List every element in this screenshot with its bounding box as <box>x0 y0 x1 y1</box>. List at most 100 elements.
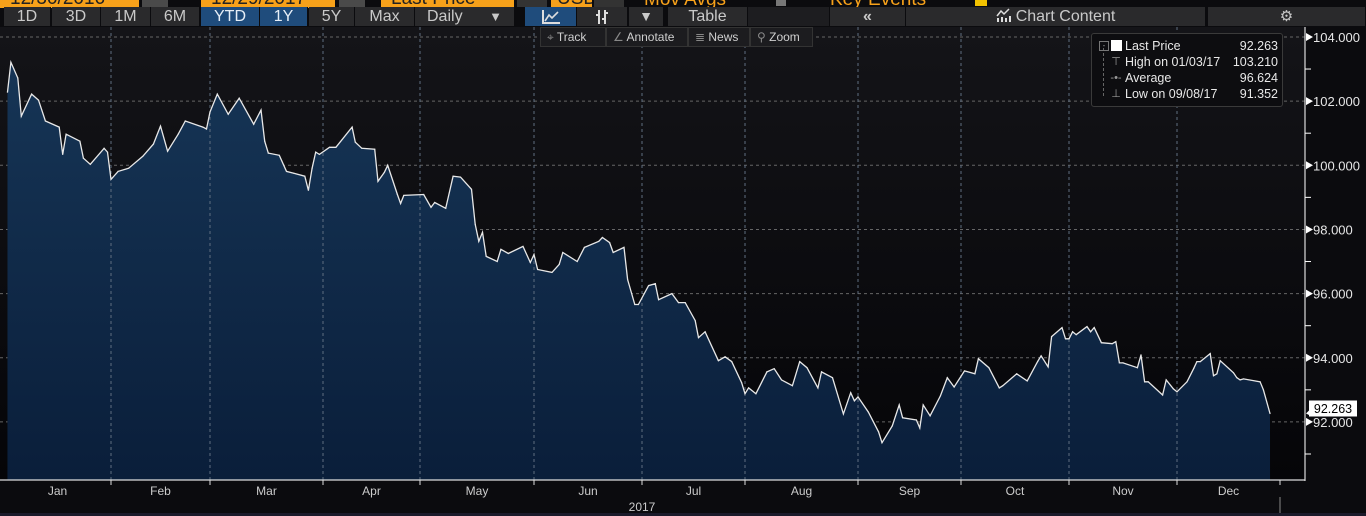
end-date-calendar-button[interactable] <box>339 0 365 7</box>
data-point <box>1199 361 1201 363</box>
data-point <box>20 115 22 117</box>
field-selector[interactable]: Last Price <box>381 0 514 8</box>
chart-type-dropdown-button[interactable]: ▼ <box>629 7 664 26</box>
data-point <box>500 248 502 250</box>
series-color-swatch <box>1111 40 1122 51</box>
data-point <box>1016 373 1018 375</box>
data-point <box>731 361 733 363</box>
data-point <box>335 146 337 148</box>
key-events-checkbox[interactable] <box>776 0 786 6</box>
data-point <box>634 303 636 306</box>
collapse-icon[interactable]: - <box>1099 41 1109 51</box>
data-point <box>10 61 12 63</box>
data-point <box>780 379 783 381</box>
range-6m-button[interactable]: 6M <box>151 7 200 26</box>
line-chart-button[interactable] <box>525 7 577 26</box>
data-point <box>1002 385 1004 387</box>
data-point <box>878 431 880 433</box>
track-tool[interactable]: ⌖ Track <box>540 27 606 47</box>
x-tick-label: Aug <box>791 484 812 498</box>
y-tick <box>1306 225 1313 234</box>
settings-button[interactable]: ⚙ <box>1208 7 1366 26</box>
data-point <box>37 99 40 101</box>
data-point <box>1216 373 1218 375</box>
track-label: Track <box>556 30 587 44</box>
price-chart[interactable]: 104.000 102.000 100.000 98.000 96.000 94.000 9… <box>0 27 1366 516</box>
data-point <box>831 377 834 379</box>
news-tool[interactable]: ≣ News <box>688 27 750 47</box>
data-point <box>1050 335 1053 338</box>
start-date-calendar-button[interactable] <box>142 0 168 7</box>
legend-tree-line <box>1103 48 1105 96</box>
x-tick-label: Oct <box>1006 484 1025 498</box>
data-point <box>717 360 720 362</box>
field-dropdown-button[interactable] <box>517 0 547 7</box>
y-tick-label: 104.000 <box>1313 30 1360 45</box>
legend-last-price[interactable]: - Last Price 92.263 <box>1092 38 1282 54</box>
data-point <box>396 193 398 196</box>
data-point <box>576 260 578 263</box>
data-point <box>817 387 819 389</box>
data-point <box>311 167 313 169</box>
range-1m-button[interactable]: 1M <box>101 7 151 26</box>
range-3d-button[interactable]: 3D <box>52 7 101 26</box>
legend-label: Low on 09/08/17 <box>1125 87 1218 101</box>
range-ytd-button[interactable]: YTD <box>201 7 260 26</box>
legend-value: 103.210 <box>1232 55 1278 69</box>
currency-selector[interactable]: USD <box>551 0 592 8</box>
data-point <box>1140 354 1142 356</box>
chart-content-button[interactable]: Chart Content <box>906 7 1206 26</box>
data-point <box>791 385 793 387</box>
data-point <box>1236 377 1238 379</box>
news-label: News <box>708 30 739 44</box>
zoom-tool[interactable]: ⚲ Zoom <box>750 27 813 47</box>
annotate-tool[interactable]: ∠ Annotate <box>606 27 688 47</box>
data-point <box>1100 342 1102 344</box>
data-point <box>82 157 84 159</box>
start-date-field[interactable]: 12/30/2016 <box>0 0 139 8</box>
bar-chart-button[interactable] <box>577 7 628 26</box>
data-point <box>159 125 162 127</box>
end-date-field[interactable]: 12/29/2017 <box>201 0 335 8</box>
data-point <box>434 201 436 204</box>
table-button[interactable]: Table <box>668 7 748 26</box>
data-point <box>609 241 611 244</box>
data-point <box>452 175 454 177</box>
line-chart-icon <box>541 10 560 24</box>
data-point <box>963 370 966 372</box>
data-point <box>1075 334 1077 336</box>
data-point <box>648 284 650 287</box>
data-point <box>766 371 768 373</box>
x-tick-label: Feb <box>150 484 171 498</box>
data-point <box>328 146 331 148</box>
y-tick <box>1306 289 1313 298</box>
data-point <box>142 155 144 157</box>
data-point <box>612 251 614 254</box>
range-1d-button[interactable]: 1D <box>4 7 51 26</box>
data-point <box>627 278 629 281</box>
frequency-dropdown[interactable]: Daily ▼ <box>415 7 515 26</box>
data-point <box>264 140 266 142</box>
data-point <box>496 260 498 263</box>
data-point <box>820 371 823 373</box>
data-point <box>423 193 425 196</box>
chart-legend[interactable]: - Last Price 92.263 ⊤ High on 01/03/17 1… <box>1091 33 1283 107</box>
data-point <box>1118 362 1120 364</box>
pencil-icon: ∠ <box>613 30 627 44</box>
key-events-toggle[interactable]: Key Events <box>800 0 970 8</box>
range-1y-button[interactable]: 1Y <box>260 7 308 26</box>
data-point <box>1232 372 1235 374</box>
data-point <box>507 252 509 255</box>
range-max-button[interactable]: Max <box>355 7 415 26</box>
data-point <box>65 133 67 135</box>
data-point <box>1212 375 1215 377</box>
range-5y-button[interactable]: 5Y <box>309 7 355 26</box>
collapse-button[interactable]: « <box>830 7 906 26</box>
legend-average: -•- Average 96.624 <box>1092 70 1282 86</box>
key-events-icon <box>975 0 987 6</box>
data-point <box>1086 326 1088 328</box>
currency-dropdown-button[interactable] <box>594 0 624 7</box>
data-point <box>598 240 600 242</box>
data-point <box>470 188 473 190</box>
mov-avgs-toggle[interactable]: Mov Avgs <box>640 0 770 8</box>
